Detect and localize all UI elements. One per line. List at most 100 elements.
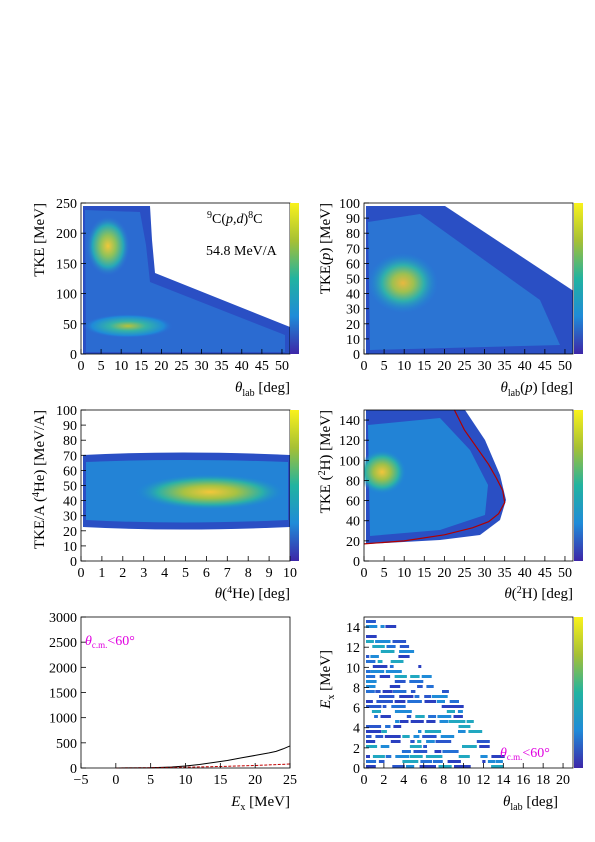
heatmap-cell [446,710,455,713]
heatmap-cell [414,695,420,698]
y-tick-label: 10 [63,540,77,555]
heatmap-cell [386,645,396,648]
y-tick-label: 200 [56,227,77,242]
y-tick-label: 2500 [49,636,77,651]
x-tick-label: 45 [255,359,269,374]
heatmap-cell [418,665,422,668]
panel-1-colorbar [290,203,299,354]
heatmap-cell [433,760,443,763]
heatmap-cell [385,725,391,728]
y-tick-label: 30 [346,303,360,318]
x-tick-label: 50 [558,566,572,581]
panel-3-hotspot [135,474,285,510]
y-tick-label: 0 [353,762,360,777]
x-tick-label: 8 [245,566,252,581]
heatmap-cell [428,715,437,718]
heatmap-cell [399,695,414,698]
panel-6-cells [366,620,505,768]
heatmap-cell [495,760,503,763]
y-tick-label: 40 [346,288,360,303]
panel-6-annotation: θc.m.<60° [500,746,550,762]
heatmap-cell [426,720,436,723]
x-tick-label: 15 [417,566,431,581]
heatmap-cell [449,700,459,703]
y-tick-label: 4 [353,722,360,737]
heatmap-cell [407,700,422,703]
panel-1-annotation-reaction: 9C(p,d)8C [207,210,263,227]
x-tick-label: 6 [203,566,210,581]
y-tick-label: 80 [346,227,360,242]
y-tick-label: 0 [70,762,77,777]
y-tick-label: 3000 [49,611,77,626]
panel-6-ylabel: Ex [MeV] [318,650,337,710]
y-tick-label: 1000 [49,712,77,727]
heatmap-cell [366,680,377,683]
heatmap-cell [366,620,376,623]
panel-6-x-ticks: 0 2 4 6 8 10 12 14 16 18 20 [361,763,570,788]
y-tick-label: 140 [339,414,360,429]
heatmap-cell [419,765,436,768]
heatmap-cell [458,730,466,733]
panel-2: 0 5 10 15 20 25 30 35 40 45 50 0102030405060708090… [318,197,583,399]
heatmap-cell [413,735,420,738]
heatmap-cell [466,720,474,723]
panel-4-density [364,410,506,544]
heatmap-cell [423,745,427,748]
heatmap-cell [442,690,449,693]
y-tick-label: 60 [346,495,360,510]
panel-6-frame [363,616,574,769]
panel-3-x-ticks: 0 1 2 3 4 5 6 7 8 9 10 [78,556,297,581]
heatmap-cell [366,735,372,738]
panel-5-annotation: θc.m.<60° [85,634,135,650]
x-tick-label: 35 [215,359,229,374]
heatmap-cell [431,695,448,698]
y-tick-label: 100 [56,288,77,303]
x-tick-label: 25 [457,359,471,374]
x-tick-label: 6 [420,773,427,788]
heatmap-cell [415,715,425,718]
heatmap-cell [393,725,402,728]
y-tick-label: 10 [346,661,360,676]
heatmap-cell [385,755,392,758]
x-tick-label: 2 [380,773,387,788]
panel-1-ylabel: TKE [MeV] [32,203,48,277]
y-tick-label: 40 [63,495,77,510]
y-tick-label: 20 [346,535,360,550]
y-tick-label: 150 [56,257,77,272]
x-tick-label: 14 [496,773,510,788]
panel-2-band-inner [368,214,560,350]
y-tick-label: 60 [63,464,77,479]
x-tick-label: 0 [361,773,368,788]
heatmap-cell [394,680,406,683]
y-tick-label: 0 [353,555,360,570]
y-tick-label: 100 [339,454,360,469]
y-tick-label: 50 [346,273,360,288]
y-tick-label: 50 [63,480,77,495]
x-tick-label: 10 [397,566,411,581]
heatmap-cell [366,655,370,658]
y-tick-label: 2 [353,742,360,757]
panel-1-density [83,206,290,354]
panel-4-kinematic-curve [363,409,506,545]
heatmap-cell [366,745,378,748]
heatmap-cell [366,730,382,733]
x-tick-label: 35 [498,359,512,374]
heatmap-cell [370,670,385,673]
heatmap-cell [410,690,416,693]
heatmap-cell [380,650,395,653]
heatmap-cell [424,695,432,698]
heatmap-cell [453,715,463,718]
heatmap-cell [468,730,483,733]
panel-1-xlabel: θlab [deg] [235,380,290,399]
panel-3-ylabel: TKE/A (4He) [MeV/A] [31,410,48,549]
heatmap-cell [393,690,407,693]
panel-2-hotspot [368,253,438,313]
panel-4-band-inner [368,418,488,536]
heatmap-cell [406,715,412,718]
heatmap-cell [420,760,433,763]
heatmap-cell [458,725,471,728]
y-tick-label: 100 [339,197,360,212]
x-tick-label: 0 [78,566,85,581]
